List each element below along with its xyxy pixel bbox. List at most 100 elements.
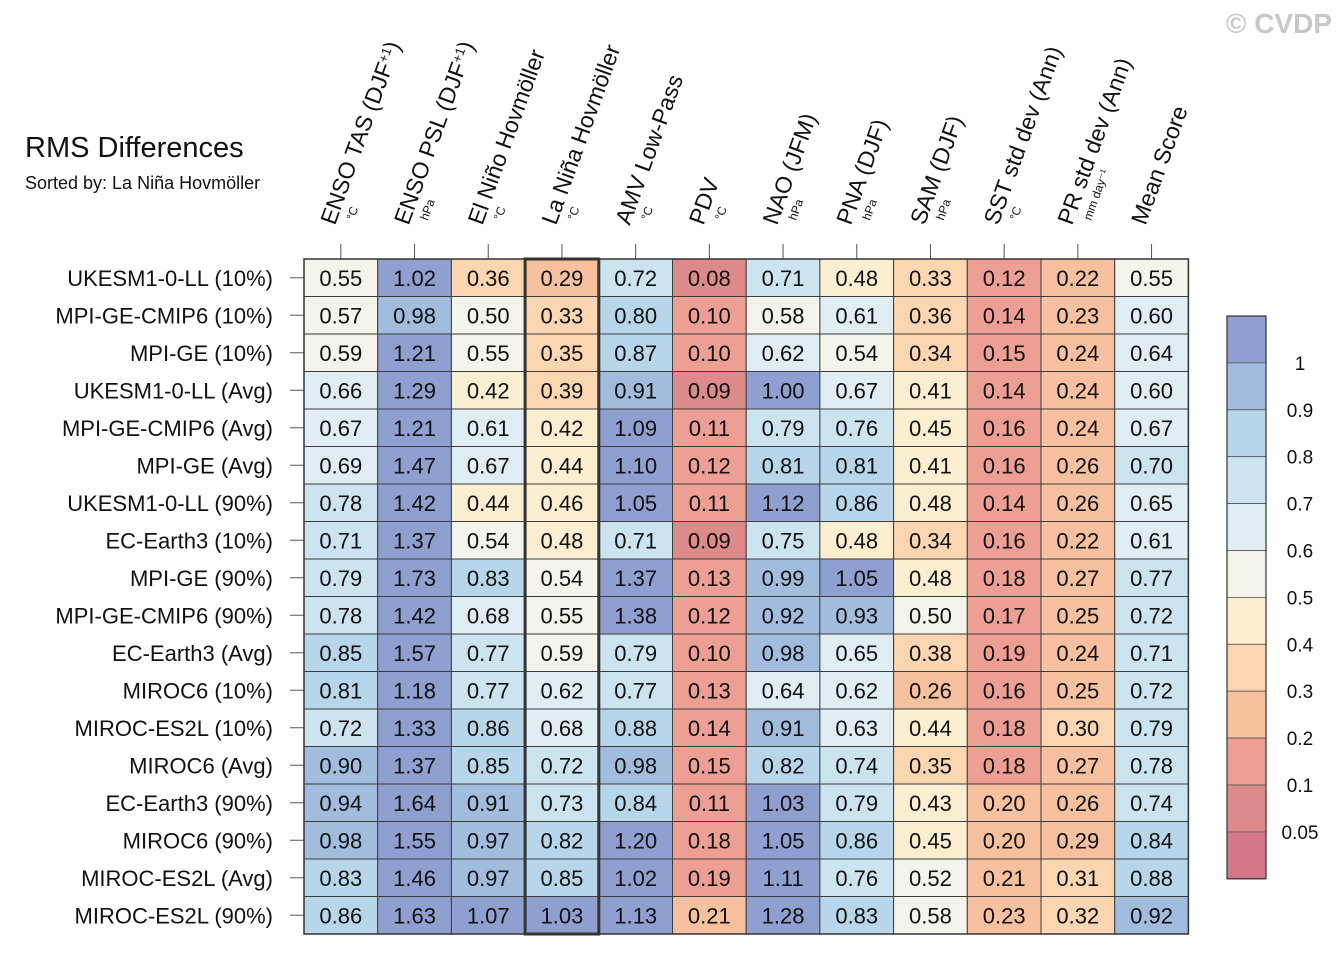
cell-value: 0.54 <box>541 566 584 591</box>
cell-value: 0.86 <box>835 491 878 516</box>
cell-value: 0.54 <box>835 341 878 366</box>
heatmap-cell <box>1040 596 1116 635</box>
cell-value: 0.16 <box>983 678 1026 703</box>
heatmap-cell <box>745 633 821 672</box>
row-label: UKESM1-0-LL (90%) <box>67 491 273 516</box>
cell-value: 0.72 <box>1130 603 1173 628</box>
heatmap-cell <box>745 371 821 410</box>
heatmap-cell <box>672 258 747 297</box>
cell-value: 0.79 <box>762 416 805 441</box>
cell-value: 0.24 <box>1056 378 1099 403</box>
cell-value: 1.46 <box>393 866 436 891</box>
column-unit: hPa <box>786 197 807 222</box>
cell-value: 0.17 <box>983 603 1026 628</box>
cell-value: 0.60 <box>1130 378 1173 403</box>
cell-value: 0.83 <box>835 903 878 928</box>
heatmap-cell <box>524 333 600 372</box>
row-label: MIROC6 (90%) <box>123 828 273 853</box>
column-unit: °C <box>712 204 730 222</box>
cell-value: 1.47 <box>393 453 436 478</box>
cell-value: 0.44 <box>909 716 952 741</box>
heatmap-cell <box>450 746 526 785</box>
cell-value: 0.68 <box>467 603 510 628</box>
heatmap-cell <box>819 333 895 372</box>
cell-value: 0.98 <box>393 303 436 328</box>
heatmap-cell <box>1114 371 1189 410</box>
heatmap-cell <box>377 258 452 297</box>
cell-value: 1.20 <box>614 828 657 853</box>
cell-value: 1.03 <box>541 903 584 928</box>
row-label: EC-Earth3 (90%) <box>105 791 273 816</box>
cell-value: 0.90 <box>319 753 362 778</box>
cell-value: 1.12 <box>762 491 805 516</box>
cell-value: 0.77 <box>467 641 510 666</box>
cell-value: 1.00 <box>762 378 805 403</box>
colorbar-swatch <box>1226 831 1267 880</box>
heatmap-cell <box>819 483 895 522</box>
cell-value: 0.30 <box>1056 716 1099 741</box>
row-label: MIROC-ES2L (Avg) <box>81 866 273 891</box>
heatmap-cell <box>524 446 600 485</box>
heatmap-cell <box>1040 783 1116 822</box>
cell-value: 0.14 <box>983 303 1026 328</box>
heatmap-cell <box>819 671 895 710</box>
cell-value: 1.29 <box>393 378 436 403</box>
cell-value: 0.59 <box>319 341 362 366</box>
colorbar-tick-label: 1 <box>1295 354 1306 375</box>
row-label: MPI-GE-CMIP6 (90%) <box>55 603 273 628</box>
heatmap-cell <box>450 783 526 822</box>
column-unit: °C <box>491 204 509 222</box>
cell-value: 0.71 <box>1130 641 1173 666</box>
cell-value: 0.27 <box>1056 566 1099 591</box>
cell-value: 0.67 <box>835 378 878 403</box>
cell-value: 0.29 <box>541 266 584 291</box>
cell-value: 0.13 <box>688 678 731 703</box>
cell-value: 0.48 <box>835 266 878 291</box>
cell-value: 0.62 <box>835 678 878 703</box>
cell-value: 0.19 <box>983 641 1026 666</box>
copyright-watermark: © CVDP <box>1226 8 1332 39</box>
heatmap-cell <box>672 333 747 372</box>
cell-value: 0.32 <box>1056 903 1099 928</box>
row-label: MPI-GE (10%) <box>130 341 273 366</box>
heatmap-cell <box>1040 333 1116 372</box>
cell-value: 0.86 <box>835 828 878 853</box>
heatmap-cell <box>672 558 747 597</box>
heatmap-cell <box>1114 521 1189 560</box>
cell-value: 0.71 <box>319 528 362 553</box>
heatmap-cell <box>745 521 821 560</box>
cell-value: 0.86 <box>467 716 510 741</box>
cell-value: 1.73 <box>393 566 436 591</box>
cell-value: 0.79 <box>835 791 878 816</box>
heatmap-cell <box>893 483 968 522</box>
heatmap-cell <box>524 783 600 822</box>
cell-value: 1.07 <box>467 903 510 928</box>
cell-value: 0.99 <box>762 566 805 591</box>
heatmap-cell <box>1040 746 1116 785</box>
colorbar-tick-label: 0.5 <box>1287 588 1313 609</box>
cell-value: 0.22 <box>1056 528 1099 553</box>
cell-value: 0.77 <box>614 678 657 703</box>
column-labels: ENSO TAS (DJF+1)°C ENSO PSL (DJF+1)hPa El … <box>315 38 1193 259</box>
cell-value: 0.92 <box>1130 903 1173 928</box>
cell-value: 0.62 <box>541 678 584 703</box>
colorbar-swatch <box>1226 643 1267 692</box>
cell-value: 0.72 <box>541 753 584 778</box>
cell-value: 1.18 <box>393 678 436 703</box>
colorbar-tick-label: 0.1 <box>1287 776 1313 797</box>
cell-value: 0.71 <box>614 528 657 553</box>
cell-value: 0.36 <box>467 266 510 291</box>
cell-value: 0.18 <box>983 753 1026 778</box>
cell-value: 0.23 <box>983 903 1026 928</box>
chart-subtitle: Sorted by: La Niña Hovmöller <box>25 173 260 193</box>
heatmap-cell <box>1040 408 1116 447</box>
cell-value: 0.45 <box>909 828 952 853</box>
cell-value: 0.80 <box>614 303 657 328</box>
cell-value: 0.58 <box>909 903 952 928</box>
cell-value: 0.20 <box>983 791 1026 816</box>
cell-value: 0.98 <box>319 828 362 853</box>
heatmap-cell <box>893 821 968 860</box>
cell-value: 0.71 <box>762 266 805 291</box>
colorbar-swatch <box>1226 550 1267 598</box>
cell-value: 0.11 <box>689 491 730 516</box>
